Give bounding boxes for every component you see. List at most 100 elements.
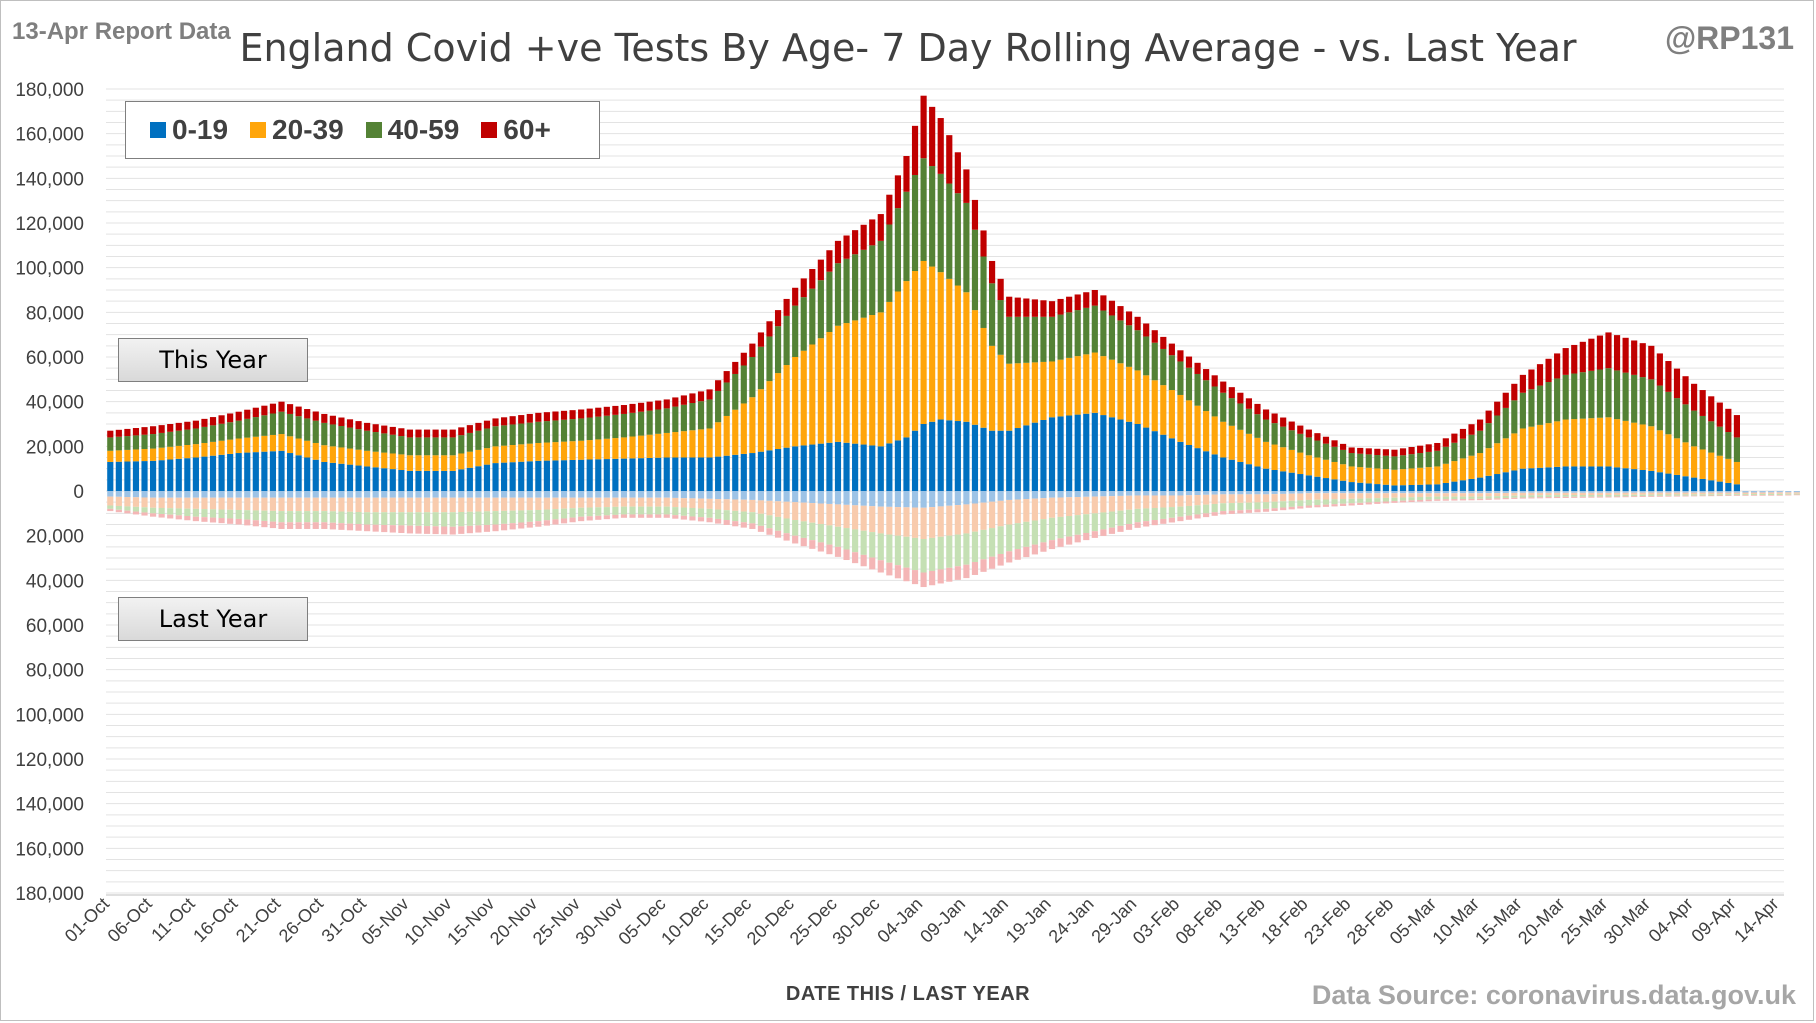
x-tick-label: 28-Feb <box>1343 894 1397 948</box>
bar-this-year-60+ <box>1494 401 1501 416</box>
bar-last-year-20-39 <box>1673 492 1681 495</box>
bar-last-year-40-59 <box>286 511 294 523</box>
bar-this-year-20-39 <box>1648 426 1655 471</box>
bar-this-year-60+ <box>167 424 174 432</box>
bar-this-year-0-19 <box>1031 422 1038 491</box>
bar-this-year-0-19 <box>1519 468 1526 491</box>
bar-this-year-60+ <box>218 415 225 424</box>
bar-last-year-60+ <box>492 524 499 532</box>
bar-last-year-0-19 <box>1091 491 1098 497</box>
bar-this-year-0-19 <box>1271 470 1278 491</box>
bar-this-year-40-59 <box>483 428 491 449</box>
bar-this-year-60+ <box>1545 358 1552 383</box>
bar-last-year-20-39 <box>1151 495 1158 508</box>
bar-last-year-20-39 <box>1014 499 1021 524</box>
bar-this-year-20-39 <box>1596 417 1604 467</box>
bar-last-year-20-39 <box>1451 493 1458 497</box>
bar-last-year-40-59 <box>843 528 850 550</box>
bar-this-year-0-19 <box>1648 470 1655 491</box>
bar-last-year-40-59 <box>1793 493 1800 495</box>
bar-last-year-0-19 <box>954 491 961 506</box>
bar-last-year-40-59 <box>655 506 662 515</box>
bar-last-year-60+ <box>1391 501 1398 503</box>
bar-last-year-40-59 <box>1211 503 1218 513</box>
bar-this-year-40-59 <box>1451 442 1458 462</box>
bar-this-year-0-19 <box>1203 451 1210 491</box>
bar-last-year-0-19 <box>1639 491 1646 493</box>
bar-this-year-0-19 <box>1451 481 1458 491</box>
bar-last-year-60+ <box>1117 525 1124 532</box>
bar-this-year-40-59 <box>1091 305 1098 353</box>
bar-this-year-20-39 <box>894 291 901 441</box>
bar-last-year-20-39 <box>595 497 602 508</box>
bar-this-year-60+ <box>1554 353 1561 379</box>
bar-last-year-0-19 <box>1305 491 1312 494</box>
bar-last-year-20-39 <box>1571 492 1578 496</box>
bar-this-year-40-59 <box>612 414 619 439</box>
bar-this-year-40-59 <box>124 436 131 450</box>
bar-last-year-20-39 <box>1023 499 1030 522</box>
bar-last-year-40-59 <box>1280 501 1287 508</box>
bar-this-year-0-19 <box>637 458 645 491</box>
bar-last-year-20-39 <box>1588 492 1595 496</box>
bar-last-year-60+ <box>1168 517 1175 523</box>
bar-this-year-0-19 <box>646 457 653 491</box>
bar-last-year-20-39 <box>723 499 730 511</box>
bar-this-year-40-59 <box>252 417 259 437</box>
bar-this-year-20-39 <box>141 449 148 462</box>
bar-last-year-40-59 <box>1639 494 1646 497</box>
bar-last-year-40-59 <box>1648 494 1655 496</box>
bar-this-year-60+ <box>1057 298 1064 315</box>
bar-this-year-20-39 <box>1519 428 1526 469</box>
bar-last-year-0-19 <box>449 491 456 498</box>
bar-last-year-0-19 <box>740 491 747 500</box>
bar-last-year-40-59 <box>389 512 396 526</box>
bar-this-year-40-59 <box>1665 391 1672 435</box>
bar-last-year-40-59 <box>398 512 405 526</box>
bar-last-year-60+ <box>1485 498 1492 500</box>
bar-this-year-40-59 <box>706 399 713 429</box>
bar-last-year-20-39 <box>903 507 910 537</box>
bar-last-year-20-39 <box>1579 492 1586 496</box>
bar-this-year-60+ <box>963 169 970 203</box>
bar-last-year-20-39 <box>423 497 431 513</box>
bar-this-year-60+ <box>1682 376 1689 405</box>
bar-last-year-40-59 <box>989 528 996 557</box>
bar-this-year-60+ <box>1211 375 1218 387</box>
bar-last-year-0-19 <box>535 491 542 498</box>
bar-this-year-0-19 <box>1485 475 1492 491</box>
bar-this-year-40-59 <box>569 419 576 442</box>
legend-swatch-60plus <box>481 122 498 138</box>
bar-last-year-20-39 <box>501 497 508 511</box>
bar-last-year-0-19 <box>911 491 919 508</box>
bar-this-year-0-19 <box>929 421 936 491</box>
bar-this-year-40-59 <box>1536 385 1544 425</box>
bar-this-year-40-59 <box>364 430 371 451</box>
bar-last-year-60+ <box>1579 496 1586 498</box>
bar-this-year-40-59 <box>1673 398 1681 439</box>
bar-this-year-60+ <box>389 426 396 435</box>
bar-this-year-40-59 <box>415 437 422 456</box>
bar-this-year-40-59 <box>586 417 593 441</box>
bar-this-year-60+ <box>1476 419 1484 431</box>
bar-last-year-60+ <box>1074 534 1081 543</box>
bar-last-year-0-19 <box>800 491 807 503</box>
bar-this-year-40-59 <box>1271 423 1278 445</box>
bar-last-year-0-19 <box>1194 491 1201 496</box>
bar-last-year-0-19 <box>167 491 174 498</box>
bar-this-year-60+ <box>774 310 782 327</box>
y-tick-label: 20,000 <box>26 437 84 458</box>
bar-last-year-20-39 <box>1305 493 1312 500</box>
bar-this-year-60+ <box>1228 387 1235 399</box>
bar-last-year-40-59 <box>175 508 182 516</box>
bar-last-year-40-59 <box>1083 514 1090 533</box>
bar-last-year-0-19 <box>560 491 568 498</box>
bar-this-year-60+ <box>1014 297 1021 317</box>
bar-last-year-0-19 <box>1665 491 1672 493</box>
bar-last-year-40-59 <box>1511 495 1518 498</box>
bar-this-year-20-39 <box>1425 467 1432 485</box>
bar-this-year-40-59 <box>1528 389 1535 427</box>
bar-this-year-40-59 <box>1502 407 1509 439</box>
bar-last-year-60+ <box>1057 538 1064 547</box>
bar-last-year-0-19 <box>518 491 525 498</box>
